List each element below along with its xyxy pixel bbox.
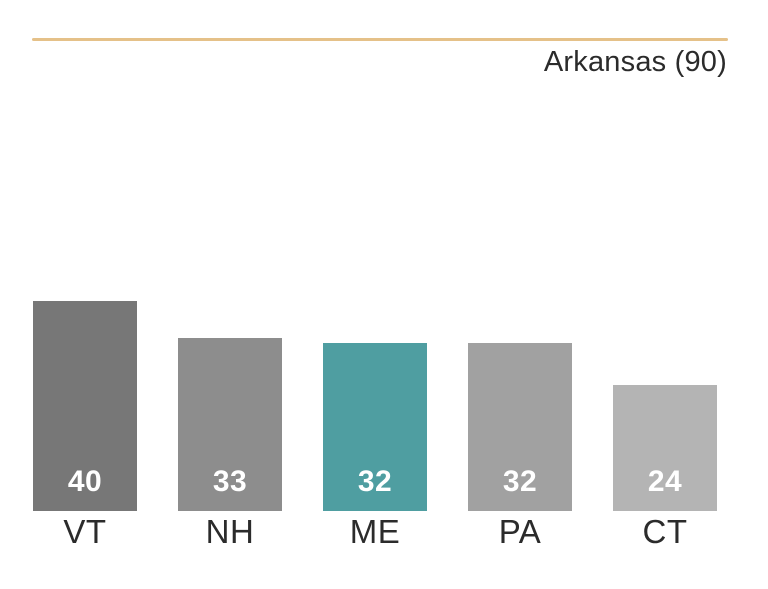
- bar-value-label-pa: 32: [502, 465, 538, 498]
- bar-ct[interactable]: 24: [613, 385, 717, 511]
- bar-value-label-vt: 40: [67, 465, 103, 498]
- bar-group-nh: 33 NH: [178, 338, 282, 555]
- bar-group-ct: 24 CT: [613, 385, 717, 555]
- bar-value-label-me: 32: [357, 465, 393, 498]
- x-axis-label-me: ME: [349, 513, 401, 550]
- x-axis-label-pa: PA: [498, 513, 542, 550]
- x-axis-label-vt: VT: [63, 513, 107, 550]
- bar-vt[interactable]: 40: [33, 301, 137, 511]
- bar-pa[interactable]: 32: [468, 343, 572, 511]
- bar-group-vt: 40 VT: [33, 301, 137, 555]
- bar-group-me: 32 ME: [323, 343, 427, 555]
- header-rule: [32, 38, 728, 41]
- bar-me[interactable]: 32: [323, 343, 427, 511]
- x-axis-label-nh: NH: [205, 513, 255, 550]
- bar-value-label-nh: 33: [212, 465, 248, 498]
- chart-title: Arkansas (90): [543, 46, 727, 78]
- x-axis-label-ct: CT: [642, 513, 688, 550]
- bar-value-label-ct: 24: [647, 465, 683, 498]
- bar-group-pa: 32 PA: [468, 343, 572, 555]
- bar-chart: 40 VT 33 NH 32 ME 32 PA 24 CT: [33, 301, 717, 555]
- bar-nh[interactable]: 33: [178, 338, 282, 511]
